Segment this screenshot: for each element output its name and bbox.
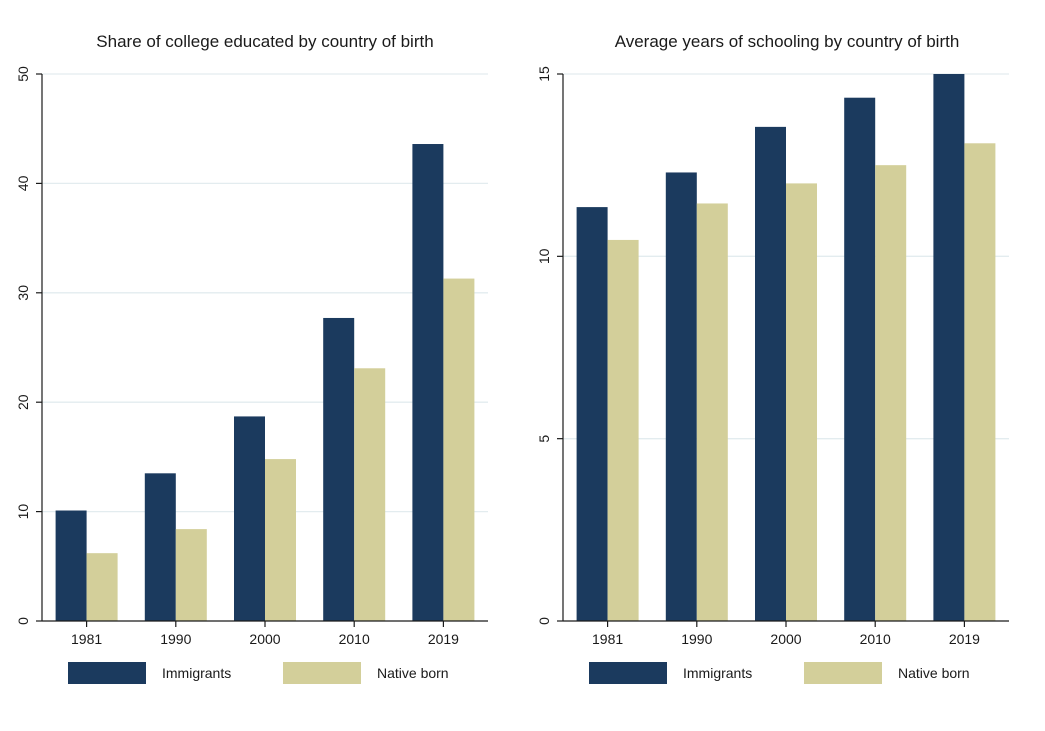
bar-native-born-1990 — [175, 529, 207, 621]
bar-immigrants-1990 — [144, 473, 176, 621]
x-tick-label: 1990 — [681, 631, 712, 647]
chart-panel-years-of-schooling: Average years of schooling by country of… — [536, 32, 1009, 684]
bar-native-born-2000 — [265, 459, 296, 621]
y-tick-label: 30 — [15, 285, 31, 301]
bar-native-born-1981 — [607, 239, 639, 621]
bar-immigrants-1981 — [576, 207, 608, 621]
bar-immigrants-2019 — [933, 74, 965, 621]
x-tick-label: 1981 — [592, 631, 623, 647]
bar-native-born-2010 — [354, 368, 386, 621]
bar-immigrants-1990 — [665, 172, 697, 621]
chart-title: Average years of schooling by country of… — [615, 32, 960, 51]
y-tick-labels: 0 5 10 15 — [536, 66, 563, 625]
y-tick-label: 50 — [15, 66, 31, 82]
bar-native-born-2000 — [786, 183, 817, 621]
bar-native-born-1981 — [86, 553, 118, 621]
chart-title: Share of college educated by country of … — [96, 32, 433, 51]
x-tick-labels: 1981 1990 2000 2010 2019 — [71, 621, 459, 647]
y-tick-labels: 0 10 20 30 40 50 — [15, 66, 42, 625]
x-tick-label: 2000 — [770, 631, 801, 647]
legend-swatch-immigrants — [589, 662, 667, 684]
x-tick-label: 2019 — [428, 631, 459, 647]
legend: Immigrants Native born — [589, 662, 970, 684]
y-tick-label: 10 — [15, 504, 31, 520]
bar-native-born-2010 — [875, 165, 907, 621]
legend-label-native-born: Native born — [898, 665, 970, 681]
y-tick-label: 15 — [536, 66, 552, 82]
legend-swatch-native-born — [283, 662, 361, 684]
x-tick-label: 2010 — [339, 631, 370, 647]
bar-immigrants-2000 — [234, 416, 265, 621]
bar-immigrants-2010 — [323, 317, 355, 621]
legend-swatch-immigrants — [68, 662, 146, 684]
legend-label-immigrants: Immigrants — [162, 665, 231, 681]
chart-panel-college-share: Share of college educated by country of … — [15, 32, 488, 684]
x-tick-labels: 1981 1990 2000 2010 2019 — [592, 621, 980, 647]
y-tick-label: 20 — [15, 394, 31, 410]
y-tick-label: 5 — [536, 435, 552, 443]
x-tick-label: 1990 — [160, 631, 191, 647]
legend-label-native-born: Native born — [377, 665, 449, 681]
x-tick-label: 2010 — [860, 631, 891, 647]
legend: Immigrants Native born — [68, 662, 449, 684]
bar-native-born-2019 — [964, 143, 996, 621]
legend-label-immigrants: Immigrants — [683, 665, 752, 681]
x-tick-label: 1981 — [71, 631, 102, 647]
legend-swatch-native-born — [804, 662, 882, 684]
x-tick-label: 2019 — [949, 631, 980, 647]
bars — [576, 74, 996, 622]
y-tick-label: 0 — [536, 617, 552, 625]
bar-native-born-1990 — [696, 203, 728, 621]
bar-immigrants-2019 — [412, 144, 444, 622]
x-tick-label: 2000 — [249, 631, 280, 647]
y-tick-label: 0 — [15, 617, 31, 625]
y-tick-label: 10 — [536, 248, 552, 264]
bar-immigrants-1981 — [55, 510, 87, 621]
bars — [55, 144, 475, 622]
bar-immigrants-2000 — [755, 126, 786, 622]
bar-immigrants-2010 — [844, 97, 876, 622]
y-tick-label: 40 — [15, 175, 31, 191]
bar-native-born-2019 — [443, 278, 475, 621]
